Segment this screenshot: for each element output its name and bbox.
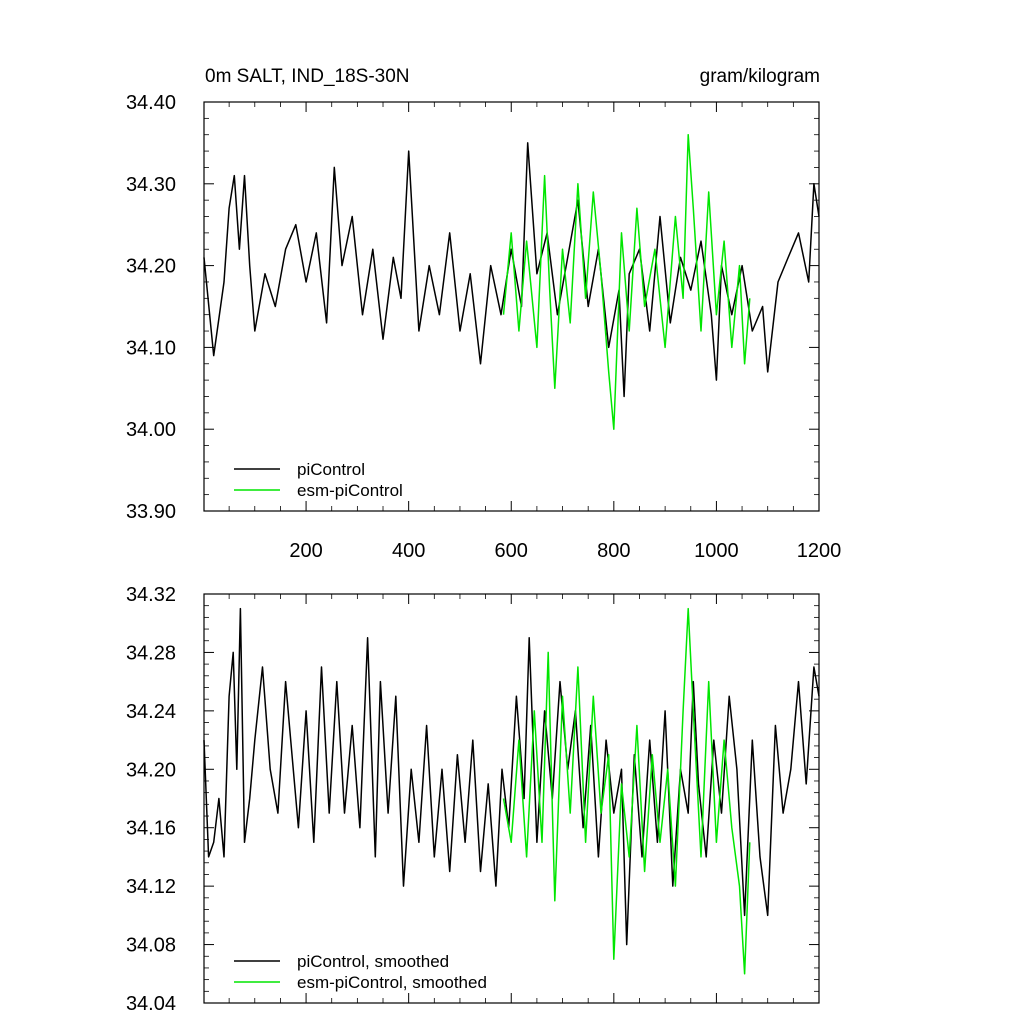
bottom-panel-frame	[203, 593, 820, 1004]
top-panel-frame	[203, 101, 820, 512]
chart-title-left: 0m SALT, IND_18S-30N	[205, 66, 410, 87]
bottom-ytick-label: 34.04	[126, 993, 176, 1015]
bottom-ytick-label: 34.16	[126, 818, 176, 840]
bottom-panel-series-layer	[203, 607, 820, 975]
bottom-ytick-label: 34.28	[126, 642, 176, 664]
bottom-ytick-label: 34.12	[126, 876, 176, 898]
bottom-ytick-label: 34.32	[126, 584, 176, 606]
top-series-line-picontrol	[203, 142, 820, 398]
legend-label-picontrol-smoothed: piControl, smoothed	[297, 952, 449, 971]
bottom-series-line-picontrol	[203, 607, 820, 946]
legend-label-esm-picontrol-smoothed: esm-piControl, smoothed	[297, 973, 487, 992]
top-xtick-label: 600	[495, 540, 528, 562]
top-ytick-label: 34.10	[126, 337, 176, 359]
bottom-legend: piControl, smoothed esm-piControl, smoot…	[234, 952, 487, 992]
top-xtick-label: 1000	[694, 540, 739, 562]
top-xtick-label: 800	[597, 540, 630, 562]
chart-title-right: gram/kilogram	[700, 66, 820, 87]
legend-label-picontrol: piControl	[297, 460, 365, 479]
bottom-panel-axes-layer: 34.04 34.08 34.12 34.16 34.20 34.24 34.28 34.32	[126, 584, 820, 1015]
bottom-ytick-label: 34.24	[126, 701, 176, 723]
top-panel: 0m SALT, IND_18S-30N gram/kilogram 33.90…	[126, 66, 841, 562]
bottom-panel: 34.04 34.08 34.12 34.16 34.20 34.24 34.28 34.32…	[126, 584, 820, 1015]
top-panel-series-layer	[203, 133, 820, 430]
top-xtick-label: 400	[392, 540, 425, 562]
top-ytick-label: 34.30	[126, 174, 176, 196]
top-panel-axes-layer: 33.90 34.00 34.10 34.20 34.30 34.40 200 400 600 8…	[126, 92, 841, 562]
top-ytick-label: 34.40	[126, 92, 176, 114]
bottom-ytick-label: 34.20	[126, 759, 176, 781]
top-xtick-label: 1200	[797, 540, 842, 562]
bottom-ytick-label: 34.08	[126, 935, 176, 957]
legend-label-esm-picontrol: esm-piControl	[297, 481, 403, 500]
top-ytick-label: 33.90	[126, 501, 176, 523]
top-ytick-label: 34.00	[126, 419, 176, 441]
bottom-series-line-esm-picontrol	[502, 607, 751, 975]
top-legend: piControl esm-piControl	[234, 460, 403, 500]
top-series-line-esm-picontrol	[502, 133, 751, 430]
top-ytick-label: 34.20	[126, 256, 176, 278]
top-xtick-label: 200	[289, 540, 322, 562]
